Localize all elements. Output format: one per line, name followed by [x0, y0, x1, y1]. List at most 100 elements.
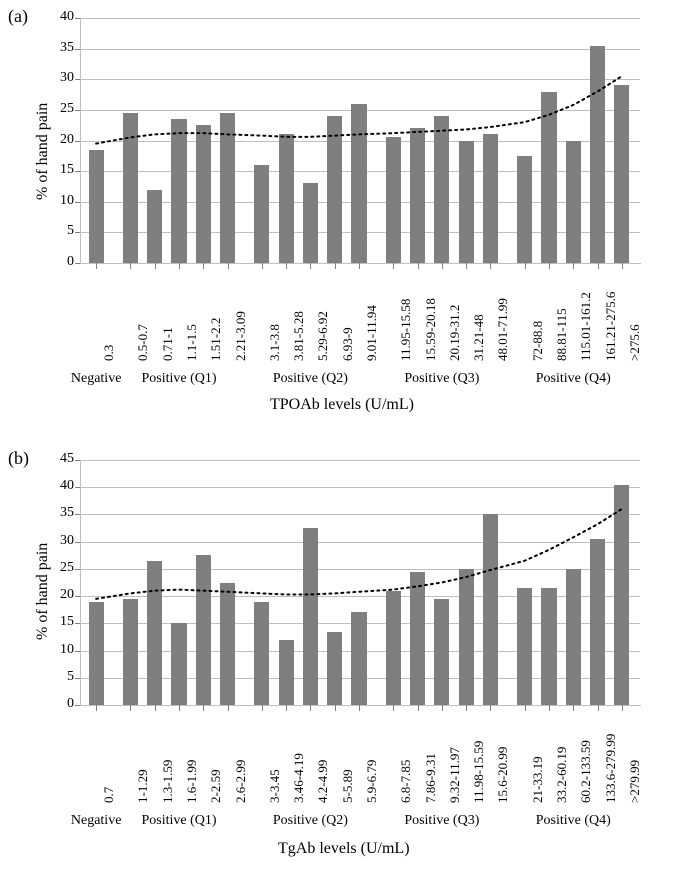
- x-tick-mark: [549, 263, 550, 269]
- bar-label: 31.21-48: [471, 271, 487, 361]
- bar-label: 2.21-3.09: [233, 271, 249, 361]
- x-tick-mark: [359, 263, 360, 269]
- bar-label: 6.8-7.85: [398, 713, 414, 803]
- gridline: [80, 79, 640, 80]
- x-tick-mark: [335, 263, 336, 269]
- y-tick-label: 25: [44, 101, 74, 117]
- bar-label: 5.29-6.92: [315, 271, 331, 361]
- y-tick-label: 15: [44, 614, 74, 630]
- bar: [123, 599, 138, 705]
- y-tick-mark: [75, 623, 80, 624]
- y-tick-label: 5: [44, 223, 74, 239]
- chart-b: 0510152025303540450.71-1.291.3-1.591.6-1…: [0, 452, 681, 882]
- bar-label: 88.81-115: [554, 271, 570, 361]
- x-tick-mark: [155, 705, 156, 711]
- group-label: Positive (Q2): [242, 813, 379, 829]
- y-tick-label: 15: [44, 162, 74, 178]
- gridline: [80, 487, 640, 488]
- x-tick-mark: [286, 705, 287, 711]
- x-tick-mark: [418, 705, 419, 711]
- bar: [483, 134, 498, 263]
- y-tick-mark: [75, 569, 80, 570]
- bar-label: 6.93-9: [340, 271, 356, 361]
- bar-label: 4.2-4.99: [315, 713, 331, 803]
- x-tick-mark: [203, 263, 204, 269]
- bar: [386, 591, 401, 705]
- bar-label: 3.81-5.28: [291, 271, 307, 361]
- bar: [303, 528, 318, 705]
- bar: [410, 572, 425, 705]
- y-tick-label: 35: [44, 40, 74, 56]
- y-tick-label: 20: [44, 587, 74, 603]
- bar: [614, 85, 629, 263]
- x-tick-mark: [262, 263, 263, 269]
- y-tick-mark: [75, 263, 80, 264]
- x-tick-mark: [418, 263, 419, 269]
- x-tick-mark: [359, 705, 360, 711]
- gridline: [80, 569, 640, 570]
- bar-label: 0.5-0.7: [135, 271, 151, 361]
- y-tick-label: 20: [44, 132, 74, 148]
- bar-label: 60.2-133.59: [578, 713, 594, 803]
- gridline: [80, 542, 640, 543]
- bar: [327, 632, 342, 706]
- bar-label: 5.9-6.79: [364, 713, 380, 803]
- bar: [327, 116, 342, 263]
- y-tick-label: 30: [44, 533, 74, 549]
- bar: [566, 141, 581, 264]
- y-tick-label: 0: [44, 254, 74, 270]
- bar-label: 0.7: [101, 713, 117, 803]
- bar: [303, 183, 318, 263]
- bar: [351, 612, 366, 705]
- chart-a: 05101520253035400.30.5-0.70.71-11.1-1.51…: [0, 10, 681, 440]
- bar-label: 3-3.45: [267, 713, 283, 803]
- y-tick-mark: [75, 110, 80, 111]
- group-label: Positive (Q1): [110, 813, 247, 829]
- bar: [434, 599, 449, 705]
- bar: [541, 588, 556, 705]
- bar: [386, 137, 401, 263]
- y-tick-label: 10: [44, 642, 74, 658]
- bar: [147, 190, 162, 264]
- y-tick-label: 0: [44, 696, 74, 712]
- y-tick-label: 25: [44, 560, 74, 576]
- y-tick-label: 45: [44, 451, 74, 467]
- y-tick-mark: [75, 542, 80, 543]
- x-tick-mark: [525, 263, 526, 269]
- y-tick-mark: [75, 202, 80, 203]
- bar-label: 72-88.8: [530, 271, 546, 361]
- bar: [517, 156, 532, 263]
- bar: [483, 514, 498, 705]
- group-label: Positive (Q4): [505, 813, 642, 829]
- x-tick-mark: [598, 705, 599, 711]
- bar-label: 15.59-20.18: [423, 271, 439, 361]
- bar-label: 33.2-60.19: [554, 713, 570, 803]
- bar-label: >275.6: [627, 271, 643, 361]
- bar-label: 2-2.59: [208, 713, 224, 803]
- x-tick-mark: [310, 705, 311, 711]
- y-tick-label: 5: [44, 669, 74, 685]
- y-tick-mark: [75, 514, 80, 515]
- x-tick-mark: [442, 263, 443, 269]
- bar-label: 21-33.19: [530, 713, 546, 803]
- bar-label: 20.19-31.2: [447, 271, 463, 361]
- bar-label: 5-5.89: [340, 713, 356, 803]
- bar-label: 0.71-1: [160, 271, 176, 361]
- group-label: Positive (Q2): [242, 371, 379, 387]
- x-tick-mark: [573, 705, 574, 711]
- gridline: [80, 18, 640, 19]
- bar-label: 133.6-279.99: [603, 713, 619, 803]
- group-label: Positive (Q3): [373, 371, 510, 387]
- bar-label: 1.3-1.59: [160, 713, 176, 803]
- x-tick-mark: [96, 263, 97, 269]
- bar: [279, 134, 294, 263]
- bar-label: 0.3: [101, 271, 117, 361]
- x-tick-mark: [179, 263, 180, 269]
- x-tick-mark: [130, 705, 131, 711]
- y-tick-mark: [75, 651, 80, 652]
- bar: [220, 583, 235, 706]
- x-tick-mark: [96, 705, 97, 711]
- y-tick-mark: [75, 79, 80, 80]
- bar-label: 2.6-2.99: [233, 713, 249, 803]
- bar: [351, 104, 366, 263]
